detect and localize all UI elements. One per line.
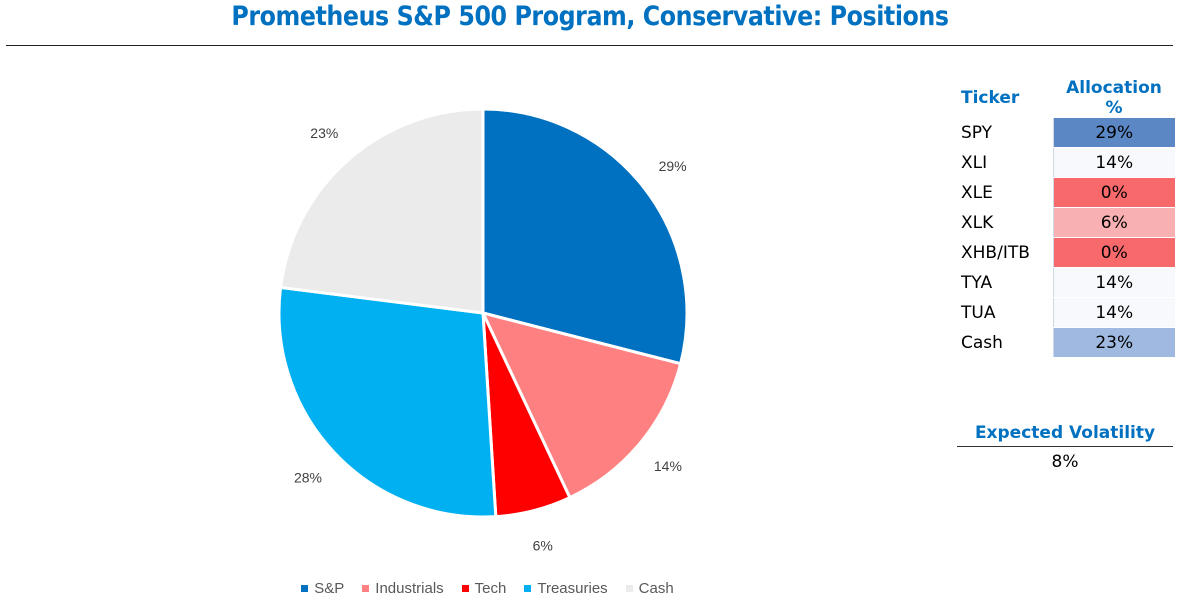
data-label: 14% [654,458,682,474]
legend-item: Cash [625,578,674,598]
ticker-cell: SPY [961,122,993,143]
table-row: TUA 14% [957,297,1175,328]
allocation-cell: 0% [1052,177,1175,208]
expected-volatility-label: Expected Volatility [974,423,1156,443]
title-divider [6,45,1173,46]
ticker-cell: Cash [961,332,1003,353]
ticker-cell: XHB/ITB [961,242,1030,263]
legend-swatch [362,584,370,592]
legend-swatch [461,584,469,592]
allocation-cell: 14% [1052,297,1175,328]
allocation-cell: 0% [1052,237,1175,268]
legend-swatch [301,584,309,592]
pie-slice-cash [278,107,485,315]
allocation-cell: 14% [1052,267,1175,298]
table-row: XHB/ITB 0% [957,237,1175,268]
allocation-cell: 6% [1052,207,1175,238]
table-row: XLE 0% [957,177,1175,208]
ticker-cell: XLK [961,212,994,233]
table-row: SPY 29% [957,118,1175,148]
legend-item: S&P [301,578,344,598]
table-row: XLI 14% [957,147,1175,178]
legend-swatch [625,584,633,592]
legend-label: Cash [638,579,674,597]
ticker-cell: TUA [961,302,996,323]
ticker-cell: TYA [961,272,993,293]
table-row: XLK 6% [957,207,1175,238]
data-label: 28% [294,469,322,485]
pie-chart: 29% 14% 6% 28% 23% [277,107,689,554]
legend-label: Treasuries [537,579,608,597]
pie-slice-industrials [480,310,683,500]
legend-label: Tech [474,579,507,597]
table-row: TYA 14% [957,267,1175,298]
legend-item: Industrials [362,578,444,598]
allocation-cell: 14% [1052,147,1175,178]
legend-label: Industrials [375,579,444,597]
chart-legend: S&P Industrials Tech Treasuries Cash [0,578,975,598]
ticker-cell: XLE [961,182,993,203]
data-label: 6% [533,538,553,554]
legend-label: S&P [314,579,345,597]
pie-slice-s-p [481,107,689,366]
data-label: 23% [310,125,338,141]
legend-swatch [524,584,532,592]
expected-volatility-value: 8% [1051,452,1079,472]
volatility-divider [957,446,1173,447]
data-label: 29% [659,158,687,174]
table-header-row: Ticker Allocation % [957,78,1175,118]
pie-slice-treasuries [277,285,498,519]
legend-item: Tech [461,578,507,598]
column-header-ticker: Ticker [961,88,1020,108]
table-row: Cash 23% [957,327,1175,358]
column-header-allocation: Allocation % [1066,78,1162,118]
ticker-cell: XLI [961,152,988,173]
allocation-table: Ticker Allocation % SPY 29% XLI 14% XLE 0% XLK… [957,78,1175,358]
legend-item: Treasuries [524,578,608,598]
allocation-cell: 29% [1052,118,1175,148]
allocation-cell: 23% [1052,327,1175,358]
page-title: Prometheus S&P 500 Program, Conservative… [231,1,949,32]
